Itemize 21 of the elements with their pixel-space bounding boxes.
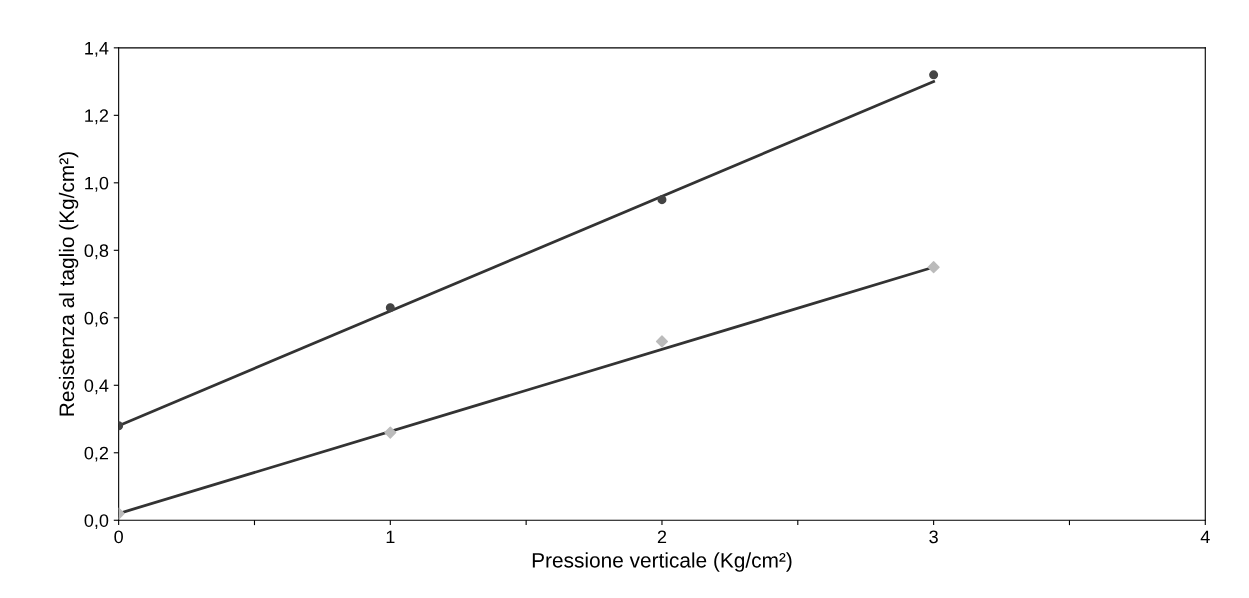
x-tick-label: 1 (386, 530, 395, 544)
point (929, 70, 939, 80)
y-tick-label: 0,6 (84, 311, 109, 327)
y-tick-label: 0,0 (84, 514, 109, 530)
x-tick-label: 3 (929, 530, 938, 544)
x-tick-label: 2 (657, 530, 667, 544)
point (385, 303, 395, 313)
point (927, 261, 940, 274)
point (384, 426, 397, 439)
y-tick-label: 1,0 (85, 176, 109, 192)
y-tick-label: 1,2 (85, 109, 109, 125)
point (657, 195, 667, 205)
x-tick-label: 4 (1200, 530, 1210, 544)
x-axis-title: Pressione verticale (Kg/cm²) (532, 552, 792, 572)
y-tick-label: 0,4 (84, 379, 109, 395)
x-tick-label: 0 (114, 530, 123, 544)
y-tick-label: 1,4 (85, 41, 109, 57)
y-tick-label: 0,8 (84, 244, 109, 260)
point (655, 335, 669, 348)
y-axis-title: Resistenza al taglio (Kg/cm²) (58, 152, 79, 416)
y-tick-label: 0,2 (84, 446, 109, 462)
